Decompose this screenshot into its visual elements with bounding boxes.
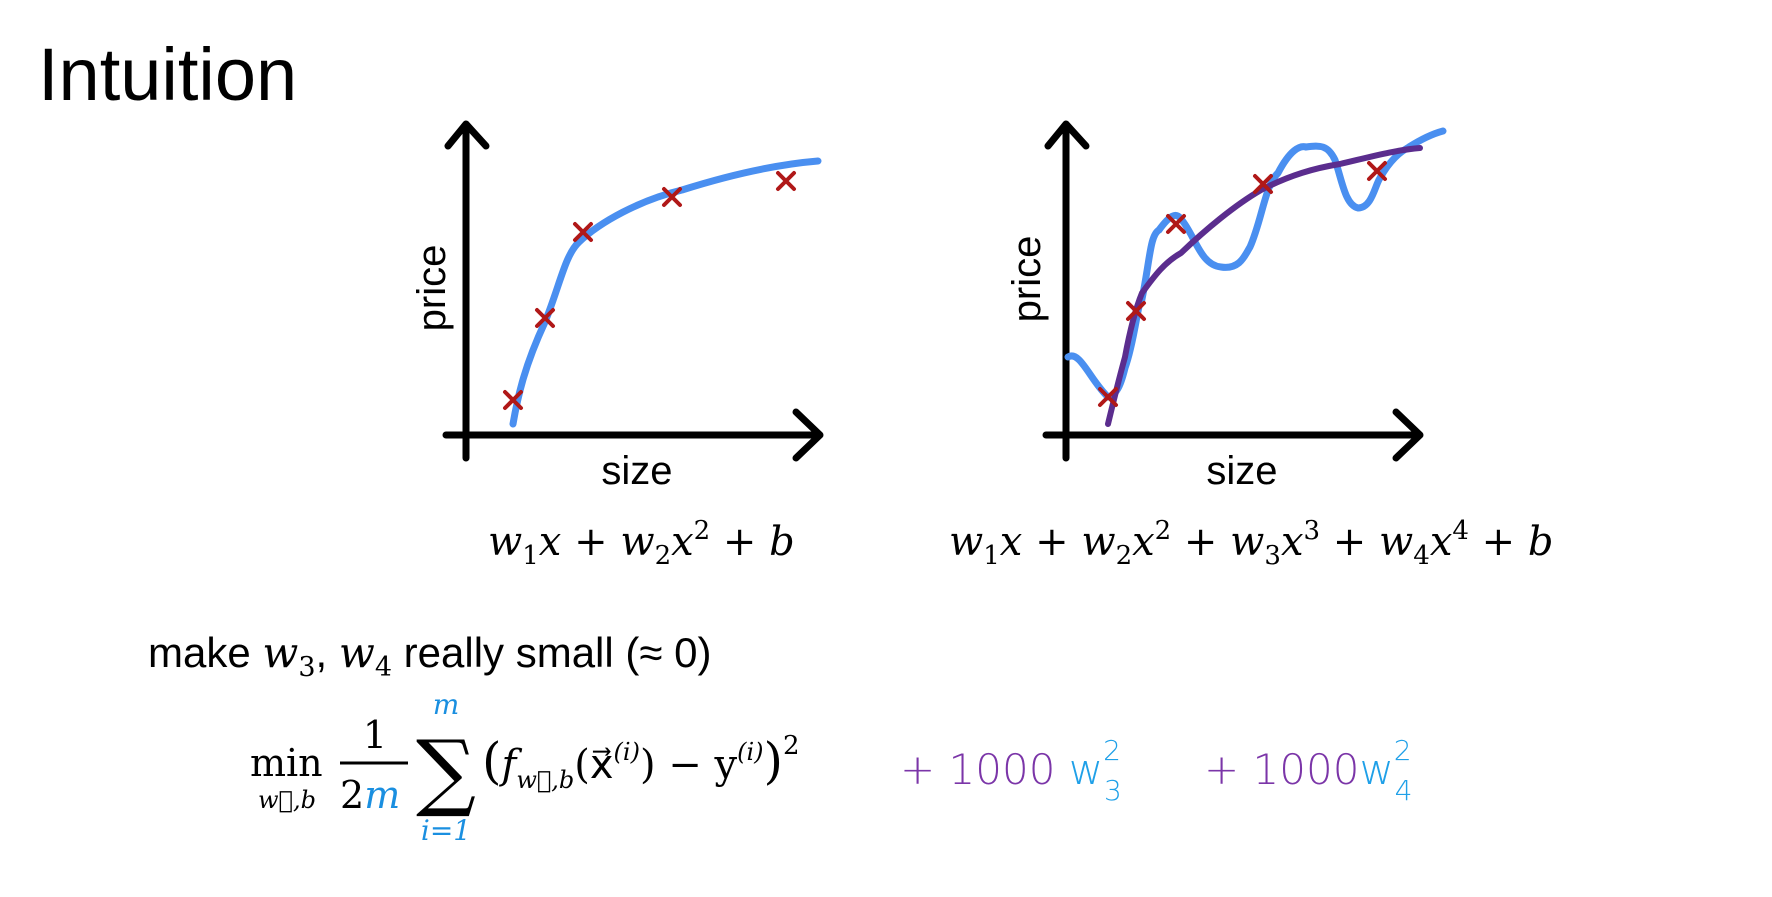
min-operator: min xyxy=(250,741,323,785)
x-axis xyxy=(442,408,824,462)
fraction-denominator: 2m xyxy=(340,773,400,817)
overfit-curve xyxy=(1064,127,1447,401)
regularization-term-w4: + 1000w2 4 xyxy=(1204,734,1412,807)
y-axis-label: price xyxy=(1005,236,1049,323)
quadratic-fit-curve xyxy=(509,157,822,428)
x-axis-label: size xyxy=(601,449,672,493)
fraction-numerator: 1 xyxy=(363,713,387,757)
y-axis xyxy=(444,120,490,462)
y-axis-label: price xyxy=(410,245,454,332)
y-axis xyxy=(1044,120,1090,462)
min-subscript: w⃗,b xyxy=(258,786,316,814)
squared-error-term: (fw⃗,b(x⃗(i)) − y(i))2 xyxy=(482,731,800,794)
regularization-term-w3: + 1000 w2 3 xyxy=(900,734,1122,807)
cost-function: min w⃗,b 1 2m m ∑ i=1 (fw⃗,b(x⃗(i)) − y(… xyxy=(250,688,1412,847)
right-plot: price size w1x + w2x2 + w3x3 + w4x4 + b xyxy=(949,120,1554,571)
left-formula: w1x + w2x2 + b xyxy=(488,516,795,571)
x-axis xyxy=(1042,408,1424,462)
x-axis-label: size xyxy=(1206,449,1277,493)
right-formula: w1x + w2x2 + w3x3 + w4x4 + b xyxy=(949,516,1554,571)
slide-title: Intuition xyxy=(38,33,297,116)
left-plot: price size w1x + w2x2 + b xyxy=(410,120,824,571)
data-point xyxy=(776,171,796,191)
sum-symbol: ∑ xyxy=(416,722,476,820)
sum-lower-limit: i=1 xyxy=(421,814,471,847)
sum-upper-limit: m xyxy=(433,688,460,721)
regularization-note: make w3, w4 really small (≈ 0) xyxy=(148,628,711,683)
regularized-fit-curve xyxy=(1105,145,1423,427)
